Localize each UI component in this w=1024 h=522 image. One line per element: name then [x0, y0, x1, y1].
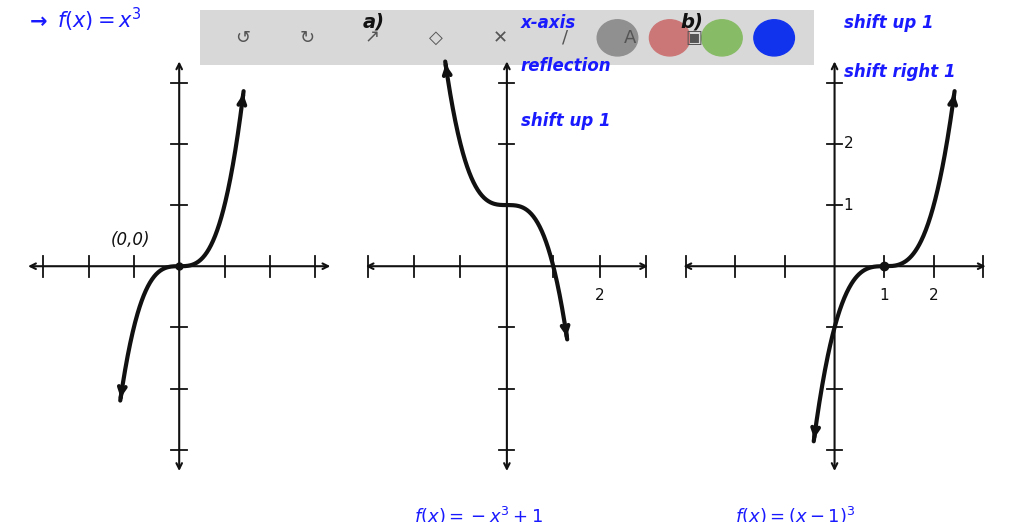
Text: $f(x)=x^3$: $f(x)=x^3$: [56, 5, 141, 33]
Text: 2: 2: [844, 136, 853, 151]
Text: $f(x)= (x-1)^3$: $f(x)= (x-1)^3$: [735, 505, 856, 522]
FancyBboxPatch shape: [197, 8, 817, 68]
Text: shift up 1: shift up 1: [521, 112, 610, 129]
Text: 2: 2: [929, 288, 939, 303]
Circle shape: [597, 20, 638, 56]
Text: ↺: ↺: [236, 29, 250, 47]
Text: (0,0): (0,0): [112, 231, 151, 249]
Text: b): b): [681, 13, 703, 32]
Text: reflection: reflection: [521, 56, 611, 75]
Text: 1: 1: [844, 197, 853, 212]
Text: 2: 2: [595, 288, 604, 303]
Circle shape: [754, 20, 795, 56]
Text: ↻: ↻: [300, 29, 314, 47]
Text: 1: 1: [880, 288, 889, 303]
Text: $f(x)= -x^3+1$: $f(x)= -x^3+1$: [414, 505, 543, 522]
Text: a): a): [364, 13, 385, 32]
Text: →: →: [30, 11, 47, 32]
Text: /: /: [562, 29, 568, 47]
Text: ✕: ✕: [494, 29, 508, 47]
Text: shift up 1: shift up 1: [845, 14, 934, 32]
Text: shift right 1: shift right 1: [845, 63, 956, 81]
Circle shape: [701, 20, 742, 56]
Text: ◇: ◇: [429, 29, 443, 47]
Text: ↗: ↗: [365, 29, 379, 47]
Circle shape: [649, 20, 690, 56]
Text: ▣: ▣: [686, 29, 702, 47]
Text: A: A: [624, 29, 636, 47]
Text: x-axis: x-axis: [521, 14, 577, 32]
